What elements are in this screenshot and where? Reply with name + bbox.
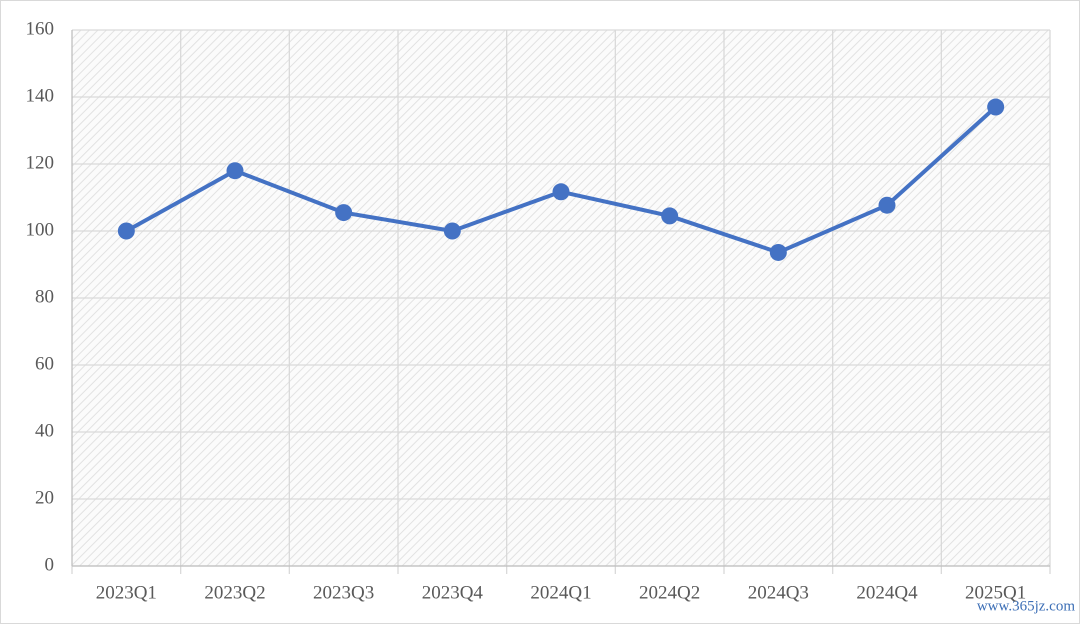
marker xyxy=(443,222,461,240)
y-tick-label: 100 xyxy=(26,219,55,240)
marker xyxy=(878,196,896,214)
marker xyxy=(117,222,135,240)
x-tick-label: 2025Q1 xyxy=(965,582,1026,603)
y-tick-label: 20 xyxy=(35,487,54,508)
marker xyxy=(226,162,244,180)
x-tick-label: 2024Q4 xyxy=(856,582,918,603)
x-tick-label: 2023Q1 xyxy=(96,582,157,603)
y-tick-label: 120 xyxy=(26,152,55,173)
x-tick-label: 2024Q3 xyxy=(748,582,809,603)
x-tick-label: 2024Q1 xyxy=(530,582,591,603)
marker xyxy=(987,98,1005,116)
y-tick-label: 160 xyxy=(26,18,55,39)
marker xyxy=(552,183,570,201)
marker xyxy=(335,204,353,222)
y-tick-label: 60 xyxy=(35,353,54,374)
y-tick-label: 140 xyxy=(26,85,55,106)
marker xyxy=(769,243,787,261)
x-tick-label: 2023Q2 xyxy=(204,582,265,603)
y-tick-label: 0 xyxy=(45,554,55,575)
y-tick-label: 80 xyxy=(35,286,54,307)
x-tick-label: 2024Q2 xyxy=(639,582,700,603)
x-tick-label: 2023Q4 xyxy=(422,582,484,603)
marker xyxy=(661,207,679,225)
y-tick-label: 40 xyxy=(35,420,54,441)
x-tick-label: 2023Q3 xyxy=(313,582,374,603)
watermark: www.365jz.com xyxy=(977,598,1076,614)
